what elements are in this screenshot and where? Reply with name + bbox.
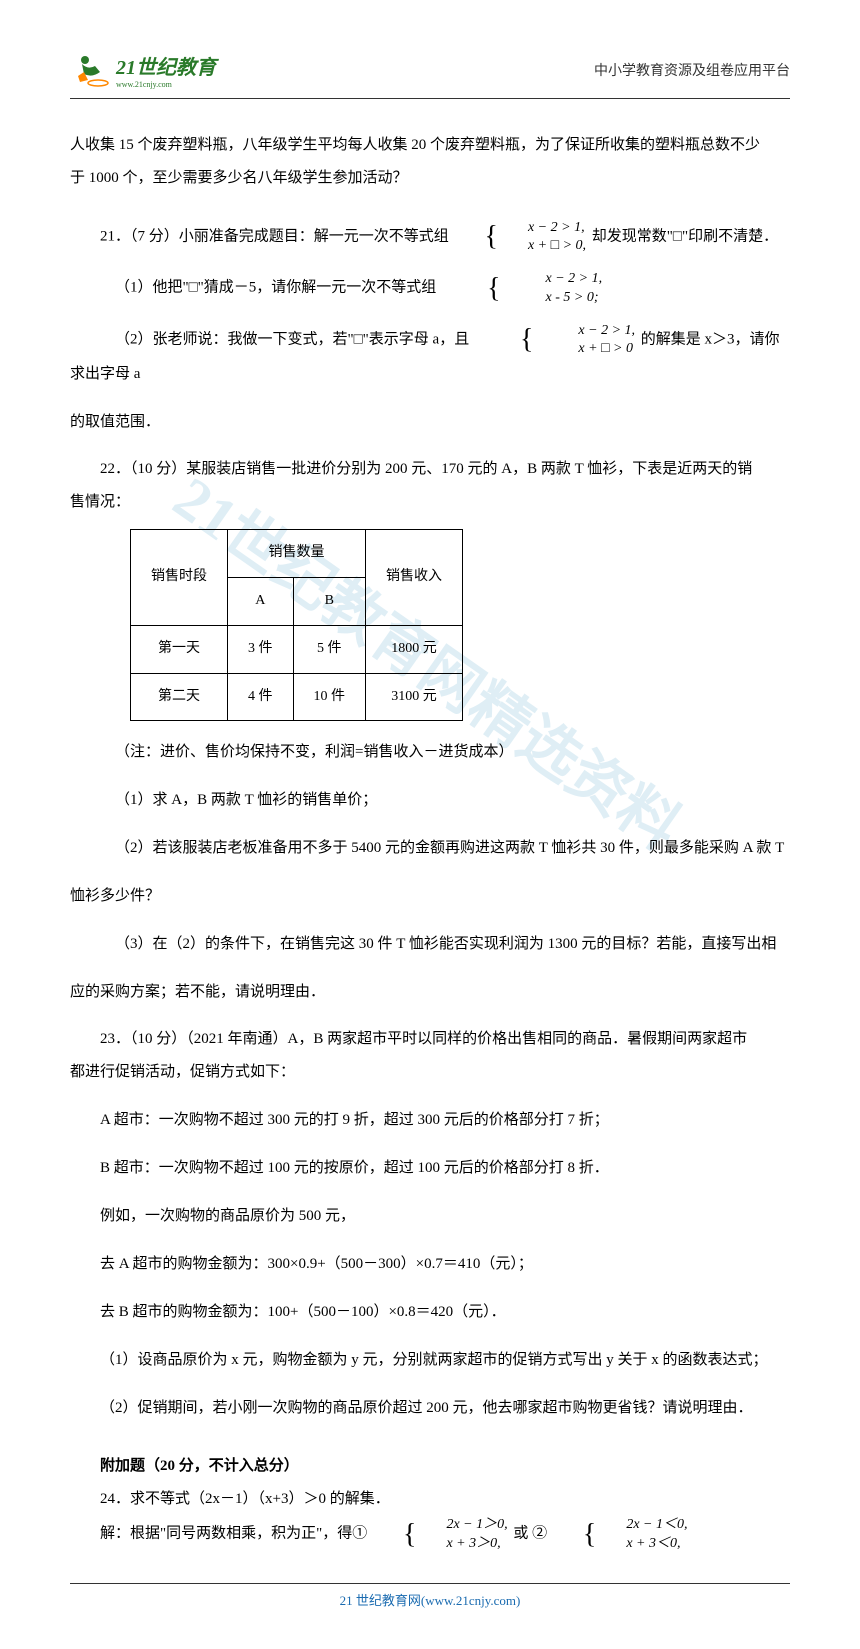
q21-part2-prefix: （2）张老师说：我做一下变式，若"□"表示字母 a，且	[115, 331, 469, 347]
q21-system3: { x − 2 > 1, x + □ > 0	[475, 322, 635, 358]
logo-icon	[70, 50, 110, 90]
r2c1: 第二天	[131, 673, 228, 721]
q21-sys1-l1: x − 2 > 1,	[498, 219, 586, 237]
header-right-text: 中小学教育资源及组卷应用平台	[594, 60, 790, 80]
q22-part2-l1: （2）若该服装店老板准备用不多于 5400 元的金额再购进这两款 T 恤衫共 3…	[70, 832, 790, 865]
q23-example: 例如，一次购物的商品原价为 500 元，	[70, 1200, 790, 1233]
r1c1: 第一天	[131, 625, 228, 673]
q22-part3-l1: （3）在（2）的条件下，在销售完这 30 件 T 恤衫能否实现利润为 1300 …	[70, 928, 790, 961]
intro-line2: 于 1000 个，至少需要多少名八年级学生参加活动？	[70, 162, 790, 195]
q22-part1: （1）求 A，B 两款 T 恤衫的销售单价；	[70, 784, 790, 817]
r2c2: 4 件	[228, 673, 294, 721]
q21-part2: （2）张老师说：我做一下变式，若"□"表示字母 a，且 { x − 2 > 1,…	[70, 322, 790, 391]
th-b: B	[293, 577, 366, 625]
q21-sys3-l2: x + □ > 0	[533, 340, 635, 358]
page-footer: 21 世纪教育网(www.21cnjy.com)	[70, 1583, 790, 1609]
th-qty: 销售数量	[228, 530, 366, 578]
r2c3: 10 件	[293, 673, 366, 721]
r1c3: 5 件	[293, 625, 366, 673]
q21-system2: { x − 2 > 1, x - 5 > 0;	[442, 270, 602, 306]
q24-sys2-l1: 2x − 1＜0,	[596, 1516, 687, 1534]
q23-line2: 都进行促销活动，促销方式如下：	[70, 1056, 790, 1089]
intro-line1: 人收集 15 个废弃塑料瓶，八年级学生平均每人收集 20 个废弃塑料瓶，为了保证…	[70, 129, 790, 162]
logo-text: 21世纪教育 www.21cnjy.com	[116, 51, 216, 89]
q21-part1: （1）他把"□"猜成－5，请你解一元一次不等式组 { x − 2 > 1, x …	[70, 270, 790, 306]
q23-part2: （2）促销期间，若小刚一次购物的商品原价超过 200 元，他去哪家超市购物更省钱…	[70, 1392, 790, 1425]
q24-sys2-l2: x + 3＜0,	[596, 1535, 687, 1553]
th-period: 销售时段	[131, 530, 228, 626]
q24-sys1-l2: x + 3＞0,	[416, 1535, 507, 1553]
q21-sys2-l1: x − 2 > 1,	[501, 270, 603, 288]
q24-line2-prefix: 解：根据"同号两数相乘，积为正"，得①	[100, 1526, 367, 1542]
r2c4: 3100 元	[366, 673, 463, 721]
logo-sub-text: www.21cnjy.com	[116, 80, 216, 89]
q21-prefix: 21．（7 分）小丽准备完成题目：解一元一次不等式组	[100, 229, 449, 245]
q24-sys1-l1: 2x − 1＞0,	[416, 1516, 507, 1534]
q23-calcA: 去 A 超市的购物金额为：300×0.9+（500－300）×0.7＝410（元…	[70, 1248, 790, 1281]
q21-sys3-l1: x − 2 > 1,	[533, 322, 635, 340]
q23-lineB: B 超市：一次购物不超过 100 元的按原价，超过 100 元后的价格部分打 8…	[70, 1152, 790, 1185]
q24-system2: { 2x − 1＜0, x + 3＜0,	[553, 1516, 688, 1552]
q22-note: （注：进价、售价均保持不变，利润=销售收入－进货成本）	[70, 736, 790, 769]
r1c4: 1800 元	[366, 625, 463, 673]
content: 人收集 15 个废弃塑料瓶，八年级学生平均每人收集 20 个废弃塑料瓶，为了保证…	[70, 129, 790, 1553]
q21-main: 21．（7 分）小丽准备完成题目：解一元一次不等式组 { x − 2 > 1, …	[70, 219, 790, 255]
q21-suffix1: 却发现常数"□"印刷不清楚．	[592, 229, 778, 245]
q22-table: 销售时段 销售数量 销售收入 A B 第一天 3 件 5 件 1800 元 第二…	[130, 529, 463, 721]
th-income: 销售收入	[366, 530, 463, 626]
q22-part3-l2: 应的采购方案；若不能，请说明理由．	[70, 976, 790, 1009]
logo: 21世纪教育 www.21cnjy.com	[70, 50, 216, 90]
q24-line2: 解：根据"同号两数相乘，积为正"，得① { 2x − 1＞0, x + 3＞0,…	[70, 1516, 790, 1552]
q21-sys1-l2: x + □ > 0,	[498, 237, 586, 255]
q21-part2-line2: 的取值范围．	[70, 406, 790, 439]
page-header: 21世纪教育 www.21cnjy.com 中小学教育资源及组卷应用平台	[70, 50, 790, 99]
th-a: A	[228, 577, 294, 625]
q24-mid: 或 ②	[513, 1526, 547, 1542]
q23-prefix: 23．（10 分）（2021 年南通）A，B 两家超市平时以同样的价格出售相同的…	[70, 1023, 790, 1056]
q21-sys2-l2: x - 5 > 0;	[501, 289, 603, 307]
q21-part1-prefix: （1）他把"□"猜成－5，请你解一元一次不等式组	[115, 280, 436, 296]
q22-part2-l2: 恤衫多少件？	[70, 880, 790, 913]
q21-system1: { x − 2 > 1, x + □ > 0,	[455, 219, 587, 255]
q23-lineA: A 超市：一次购物不超过 300 元的打 9 折，超过 300 元后的价格部分打…	[70, 1104, 790, 1137]
extra-title: 附加题（20 分，不计入总分）	[70, 1450, 790, 1483]
q24-line1: 24．求不等式（2x－1）（x+3）＞0 的解集．	[70, 1483, 790, 1516]
q22-line2: 售情况：	[70, 486, 790, 519]
r1c2: 3 件	[228, 625, 294, 673]
q22-prefix: 22．（10 分）某服装店销售一批进价分别为 200 元、170 元的 A，B …	[70, 453, 790, 486]
logo-main-text: 21世纪教育	[116, 51, 216, 80]
q24-system1: { 2x − 1＞0, x + 3＞0,	[373, 1516, 508, 1552]
q23-part1: （1）设商品原价为 x 元，购物金额为 y 元，分别就两家超市的促销方式写出 y…	[70, 1344, 790, 1377]
q23-calcB: 去 B 超市的购物金额为：100+（500－100）×0.8＝420（元）．	[70, 1296, 790, 1329]
